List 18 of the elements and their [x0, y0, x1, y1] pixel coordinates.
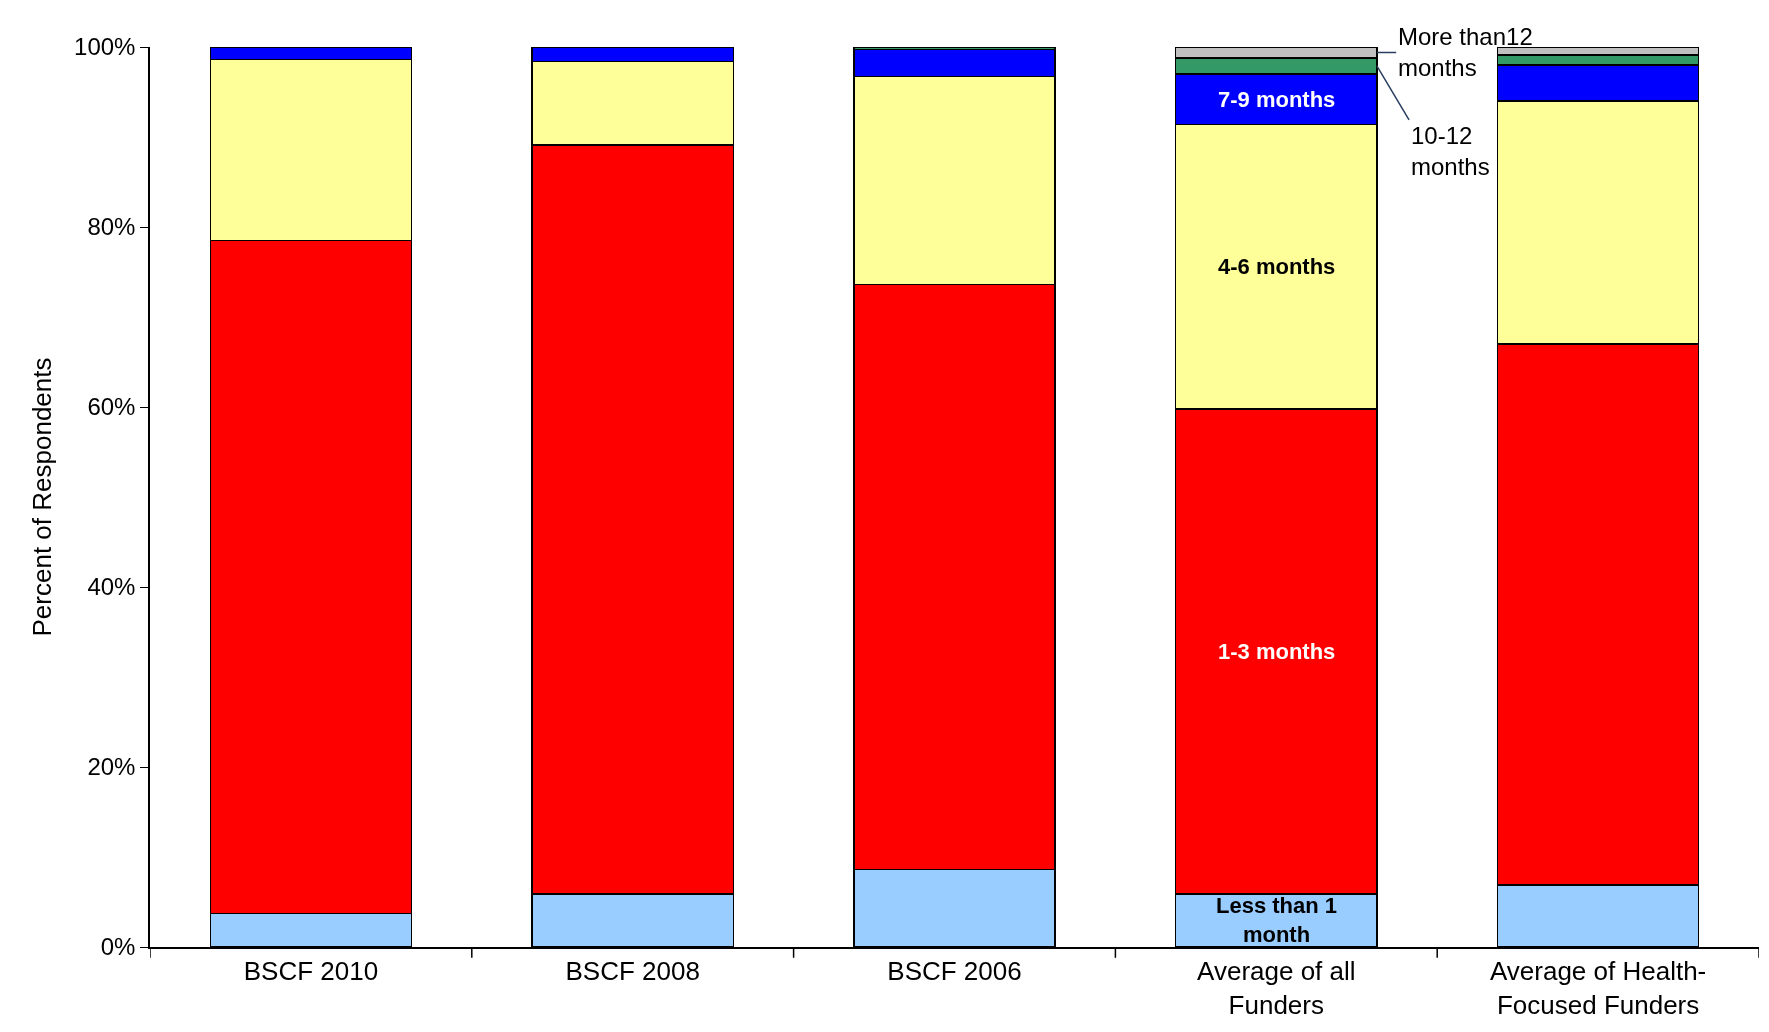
y-axis-title: Percent of Respondents [26, 357, 57, 637]
y-tick-label: 20% [87, 753, 136, 781]
x-tick-label: BSCF 2010 [243, 955, 379, 986]
series-label: 1-3 months [1218, 639, 1336, 664]
text: 10-12 months [1411, 122, 1490, 181]
x-tick-label: BSCF 2008 [565, 955, 700, 986]
x-tick-label: Average of all Funders [1197, 955, 1356, 1020]
y-tick-label: 80% [87, 213, 136, 241]
series-label: 4-6 months [1218, 254, 1336, 279]
series-label: Less than 1 month [1216, 893, 1338, 947]
x-tick-label: Average of Health-Focused Funders [1489, 955, 1707, 1020]
y-tick-label: 40% [87, 573, 136, 601]
series-label: 7-9 months [1218, 87, 1336, 112]
y-tick-label: 0% [100, 933, 136, 961]
y-tick-label: 60% [87, 393, 136, 421]
x-tick-label: BSCF 2006 [887, 955, 1022, 986]
y-tick-label: 100% [74, 33, 136, 61]
series-label: More than12 months [1398, 23, 1533, 82]
